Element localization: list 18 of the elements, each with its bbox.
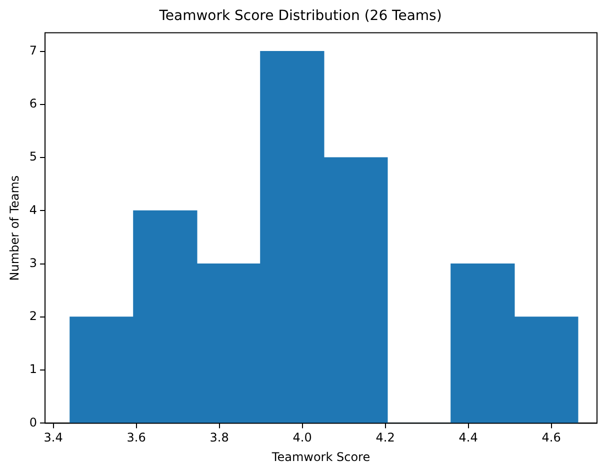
chart-title: Teamwork Score Distribution (26 Teams) — [158, 8, 442, 24]
y-tick-label: 0 — [29, 415, 38, 430]
x-tick-label: 4.2 — [376, 430, 395, 445]
x-axis-title: Teamwork Score — [270, 450, 370, 464]
y-tick-label: 2 — [29, 309, 38, 324]
x-tick-label: 3.4 — [44, 430, 63, 445]
x-tick-label: 3.6 — [126, 430, 146, 445]
x-tick-label: 4.0 — [292, 430, 312, 445]
y-tick-label: 6 — [29, 96, 38, 111]
y-axis-title: Number of Teams — [7, 175, 22, 281]
y-tick-label: 7 — [29, 44, 38, 58]
y-tick-label: 5 — [29, 150, 38, 164]
y-tick-label: 4 — [29, 202, 38, 217]
x-tick-label: 4.4 — [458, 430, 478, 445]
x-tick-label: 4.6 — [542, 430, 561, 445]
y-tick-label: 1 — [29, 362, 38, 376]
y-tick-label: 3 — [29, 256, 38, 270]
x-tick-label: 3.8 — [210, 430, 229, 445]
